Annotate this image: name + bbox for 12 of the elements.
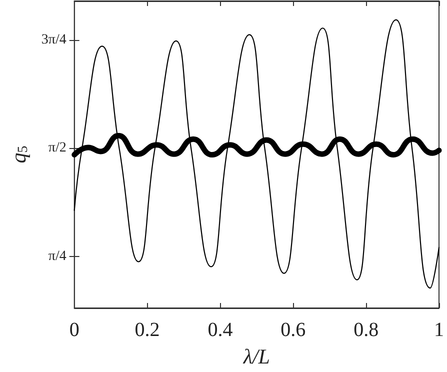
x-tick-label: 0.6	[280, 319, 306, 341]
line-series	[74, 19, 440, 289]
y-tick-label: π/2	[48, 140, 66, 156]
x-tick-label: 0.8	[354, 319, 379, 341]
y-axis-title: q5	[6, 146, 31, 164]
x-tick-label: 0.2	[134, 319, 160, 341]
y-tick-label: π/4	[48, 248, 66, 264]
y-tick-label: 3π/4	[41, 32, 66, 48]
x-axis-title: λ/L	[242, 344, 270, 368]
x-tick-label: 0.4	[208, 319, 233, 341]
x-tick-label: 1	[434, 319, 444, 341]
x-tick-label: 0	[69, 319, 80, 341]
